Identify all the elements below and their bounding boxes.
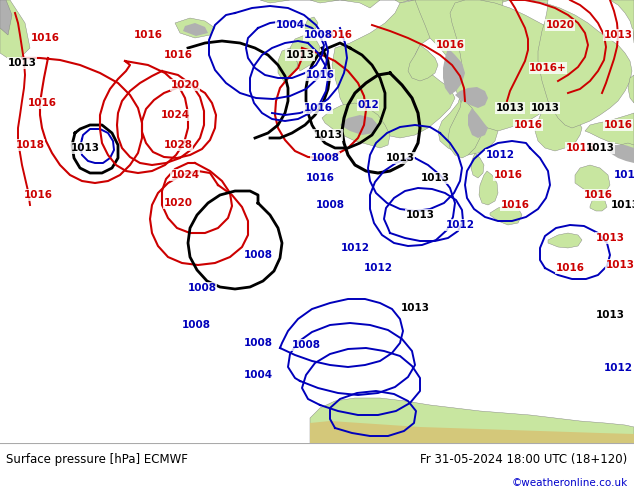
Polygon shape: [628, 75, 634, 103]
Text: 1016: 1016: [30, 33, 60, 43]
Polygon shape: [415, 0, 503, 155]
Text: 1012: 1012: [446, 220, 474, 230]
Polygon shape: [490, 205, 522, 225]
Polygon shape: [0, 0, 12, 35]
Polygon shape: [175, 18, 215, 38]
Text: 1016: 1016: [23, 190, 53, 200]
Text: 1013: 1013: [401, 303, 429, 313]
Polygon shape: [310, 421, 634, 443]
Polygon shape: [290, 35, 320, 71]
Text: 1016: 1016: [134, 30, 162, 40]
Text: 1013: 1013: [420, 173, 450, 183]
Polygon shape: [590, 199, 607, 211]
Text: 1013: 1013: [285, 50, 314, 60]
Text: 1013: 1013: [8, 58, 37, 68]
Polygon shape: [0, 0, 30, 63]
Text: 1013: 1013: [313, 130, 342, 140]
Text: 1013: 1013: [385, 153, 415, 163]
Text: 1008: 1008: [292, 340, 321, 350]
Text: Fr 31-05-2024 18:00 UTC (18+120): Fr 31-05-2024 18:00 UTC (18+120): [420, 453, 628, 466]
Text: 1020: 1020: [171, 80, 200, 90]
Text: 1020: 1020: [164, 198, 193, 208]
Text: 1008: 1008: [316, 200, 344, 210]
Text: 1016+: 1016+: [529, 63, 567, 73]
Polygon shape: [608, 145, 634, 163]
Text: 1016: 1016: [583, 190, 612, 200]
Text: 1013: 1013: [406, 210, 434, 220]
Polygon shape: [278, 48, 298, 83]
Polygon shape: [304, 17, 318, 37]
Text: 1016: 1016: [514, 120, 543, 130]
Text: 1016: 1016: [323, 30, 353, 40]
Text: 1013: 1013: [496, 103, 524, 113]
Text: 1013: 1013: [586, 143, 614, 153]
Text: 1018: 1018: [15, 140, 44, 150]
Polygon shape: [310, 398, 634, 443]
Text: 1012: 1012: [604, 363, 633, 373]
Text: 1013: 1013: [611, 200, 634, 210]
Text: 1008: 1008: [243, 250, 273, 260]
Text: 1016: 1016: [500, 200, 529, 210]
Polygon shape: [468, 108, 488, 138]
Text: 1016: 1016: [555, 263, 585, 273]
Polygon shape: [332, 0, 455, 138]
Text: 1024: 1024: [171, 170, 200, 180]
Text: 1016: 1016: [436, 40, 465, 50]
Text: 1016: 1016: [493, 170, 522, 180]
Polygon shape: [455, 87, 488, 108]
Text: 1012: 1012: [363, 263, 392, 273]
Text: 1024: 1024: [160, 110, 190, 120]
Text: 1016: 1016: [304, 103, 332, 113]
Text: Surface pressure [hPa] ECMWF: Surface pressure [hPa] ECMWF: [6, 453, 188, 466]
Polygon shape: [479, 171, 498, 205]
Polygon shape: [408, 45, 438, 81]
Polygon shape: [575, 165, 610, 195]
Text: 1016: 1016: [164, 50, 193, 60]
Text: 1013: 1013: [595, 233, 624, 243]
Text: ©weatheronline.co.uk: ©weatheronline.co.uk: [512, 478, 628, 488]
Text: 1012: 1012: [486, 150, 515, 160]
Polygon shape: [340, 115, 378, 135]
Text: 1008: 1008: [243, 338, 273, 348]
Text: 1004: 1004: [275, 20, 304, 30]
Text: 1012: 1012: [340, 243, 370, 253]
Polygon shape: [535, 98, 582, 151]
Text: 1008: 1008: [304, 30, 332, 40]
Text: 1013: 1013: [70, 143, 100, 153]
Text: 1016: 1016: [604, 120, 633, 130]
Polygon shape: [548, 233, 582, 248]
Polygon shape: [585, 113, 634, 148]
Polygon shape: [443, 48, 465, 95]
Text: 1013: 1013: [604, 30, 633, 40]
Text: 1008: 1008: [188, 283, 216, 293]
Polygon shape: [322, 103, 390, 148]
Text: 1008: 1008: [181, 320, 210, 330]
Polygon shape: [448, 95, 482, 158]
Text: 1013: 1013: [605, 260, 634, 270]
Text: 1016: 1016: [306, 173, 335, 183]
Polygon shape: [450, 0, 582, 131]
Polygon shape: [530, 0, 632, 128]
Polygon shape: [260, 0, 510, 8]
Text: 1028: 1028: [164, 140, 193, 150]
Text: 1013: 1013: [531, 103, 559, 113]
Text: 1013: 1013: [595, 310, 624, 320]
Text: 1012: 1012: [614, 170, 634, 180]
Text: 1008: 1008: [311, 153, 339, 163]
Text: 1016: 1016: [27, 98, 56, 108]
Polygon shape: [620, 143, 634, 150]
Text: 1016: 1016: [566, 143, 595, 153]
Text: 012: 012: [357, 100, 379, 110]
Text: 1004: 1004: [243, 370, 273, 380]
Polygon shape: [471, 153, 484, 178]
Polygon shape: [183, 23, 208, 36]
Polygon shape: [610, 0, 634, 43]
Text: 1016: 1016: [306, 70, 335, 80]
Text: 1020: 1020: [545, 20, 574, 30]
